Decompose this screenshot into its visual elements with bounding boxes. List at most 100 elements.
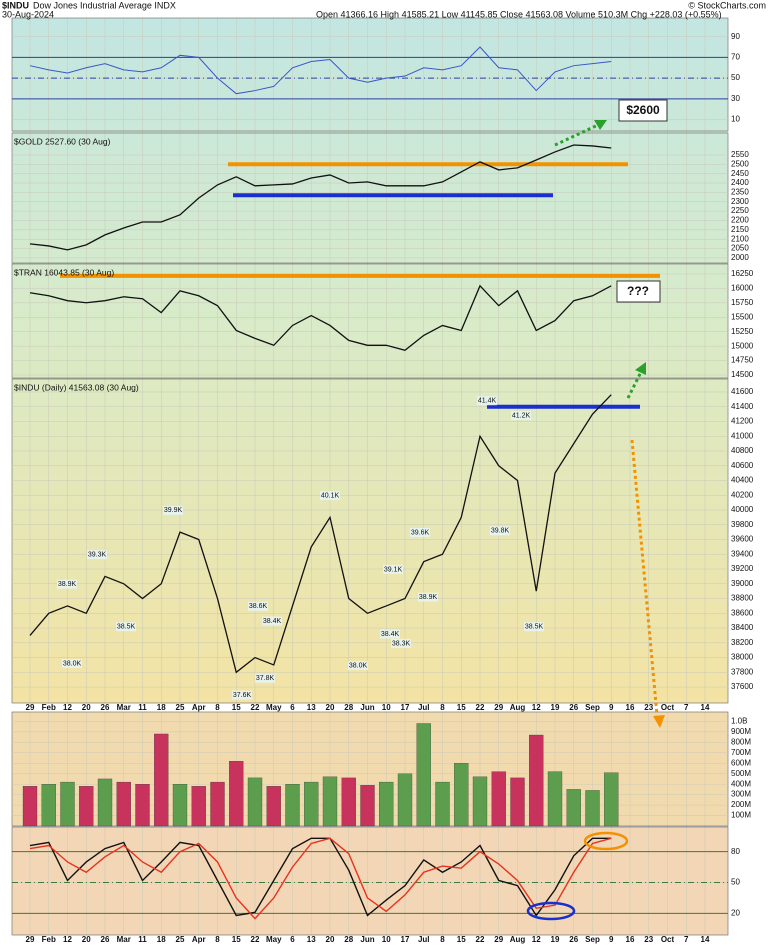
y-tick-label: 39800 — [731, 520, 754, 529]
circle-highlight — [583, 831, 629, 851]
volume-bar — [116, 781, 131, 827]
arrow-shaft — [554, 122, 601, 147]
symbol-name: Dow Jones Industrial Average INDX — [33, 0, 176, 10]
annotation: 39.8K — [491, 528, 510, 535]
arrow-shaft — [630, 439, 659, 716]
x-tick-label: 11 — [138, 935, 147, 944]
y-tick-label: 2150 — [731, 225, 749, 234]
y-tick-label: 800M — [731, 737, 751, 746]
annotation: 38.9K — [419, 594, 438, 601]
panel-frame — [11, 132, 729, 264]
y-tick-label: 14500 — [731, 370, 754, 379]
volume-bar — [566, 789, 581, 827]
annotation: 39.1K — [384, 566, 403, 573]
x-tick-label: Sep — [585, 703, 600, 712]
arrow-head — [594, 120, 607, 130]
x-tick-label: 12 — [63, 703, 72, 712]
annotation-bg — [262, 616, 282, 626]
volume-bar — [135, 784, 150, 827]
x-tick-label: Jun — [360, 703, 374, 712]
y-tick-label: 2200 — [731, 216, 749, 225]
annotation-bg — [248, 601, 268, 611]
volume-bar — [285, 784, 300, 827]
y-tick-label: 37800 — [731, 667, 754, 676]
x-tick-label: May — [266, 703, 282, 712]
x-tick-label: 20 — [326, 935, 335, 944]
x-tick-label: 15 — [457, 935, 466, 944]
y-tick-label: 80 — [731, 847, 740, 856]
x-tick-label: 8 — [215, 935, 220, 944]
annotation: 37.8K — [256, 675, 275, 682]
annotation: 38.6K — [249, 603, 268, 610]
y-tick-label: 41200 — [731, 417, 754, 426]
y-tick-label: 16000 — [731, 283, 754, 292]
panel-title: $INDU (Daily) 41563.08 (30 Aug) — [14, 382, 139, 392]
x-tick-label: 15 — [457, 703, 466, 712]
arrow-shaft — [626, 371, 643, 399]
x-tick-label: 26 — [569, 703, 578, 712]
x-tick-label: 12 — [532, 703, 541, 712]
y-tick-label: 20 — [731, 909, 740, 918]
y-tick-label: 500M — [731, 769, 751, 778]
x-tick-label: 20 — [326, 703, 335, 712]
y-tick-label: 15250 — [731, 327, 754, 336]
panel-title: $TRAN 16043.85 (30 Aug) — [14, 267, 114, 277]
volume-bar — [529, 734, 544, 827]
x-tick-label: Aug — [510, 703, 526, 712]
volume-bar — [472, 776, 488, 827]
x-tick-label: 17 — [401, 703, 410, 712]
annotation: 39.3K — [88, 551, 107, 558]
x-tick-label: 6 — [290, 703, 295, 712]
y-tick-label: 2550 — [731, 150, 749, 159]
y-tick-label: 1.0B — [731, 717, 747, 726]
y-tick-label: 900M — [731, 727, 751, 736]
x-tick-label: 12 — [532, 935, 541, 944]
y-tick-label: 39600 — [731, 535, 754, 544]
volume-bar — [191, 786, 206, 827]
x-tick-label: 20 — [82, 703, 91, 712]
x-tick-label: 26 — [101, 703, 110, 712]
x-tick-label: 22 — [476, 703, 485, 712]
y-tick-label: 39000 — [731, 579, 754, 588]
y-tick-label: 50 — [731, 73, 740, 82]
credit: © StockCharts.com — [688, 0, 766, 10]
annotation: 39.9K — [164, 507, 183, 514]
annotation: 41.2K — [512, 412, 531, 419]
y-tick-label: 40800 — [731, 446, 754, 455]
y-tick-label: 90 — [731, 32, 740, 41]
annotation-bg — [87, 550, 107, 560]
volume-bar — [360, 785, 375, 827]
stoch-panel-bg — [12, 827, 728, 935]
volume-bar — [341, 777, 356, 827]
y-tick-label: 100M — [731, 811, 751, 820]
volume-bar — [60, 781, 75, 827]
x-tick-label: 15 — [232, 703, 241, 712]
annotation-bg — [62, 659, 82, 669]
y-tick-label: 10 — [731, 115, 740, 124]
annotation: 38.9K — [58, 581, 77, 588]
y-tick-label: 400M — [731, 779, 751, 788]
volume-bar — [604, 772, 619, 827]
y-tick-label: 41400 — [731, 402, 754, 411]
volume-bar — [154, 733, 169, 827]
arrow-head — [635, 362, 646, 375]
x-tick-label: 10 — [382, 703, 391, 712]
y-tick-label: 15750 — [731, 298, 754, 307]
volume-bar — [454, 763, 469, 827]
x-tick-label: 13 — [307, 935, 316, 944]
y-tick-label: 2450 — [731, 169, 749, 178]
x-tick-label: 15 — [232, 935, 241, 944]
x-tick-label: 28 — [344, 935, 353, 944]
volume-bar — [304, 781, 319, 827]
y-tick-label: 300M — [731, 790, 751, 799]
annotation: 37.6K — [233, 692, 252, 699]
y-tick-label: 200M — [731, 800, 751, 809]
y-tick-label: 2050 — [731, 244, 749, 253]
y-tick-label: 38000 — [731, 653, 754, 662]
panel-frame — [11, 17, 729, 132]
x-tick-label: 10 — [382, 935, 391, 944]
y-tick-label: 40600 — [731, 461, 754, 470]
y-tick-label: 70 — [731, 53, 740, 62]
x-tick-label: 22 — [251, 703, 260, 712]
y-tick-label: 41600 — [731, 387, 754, 396]
